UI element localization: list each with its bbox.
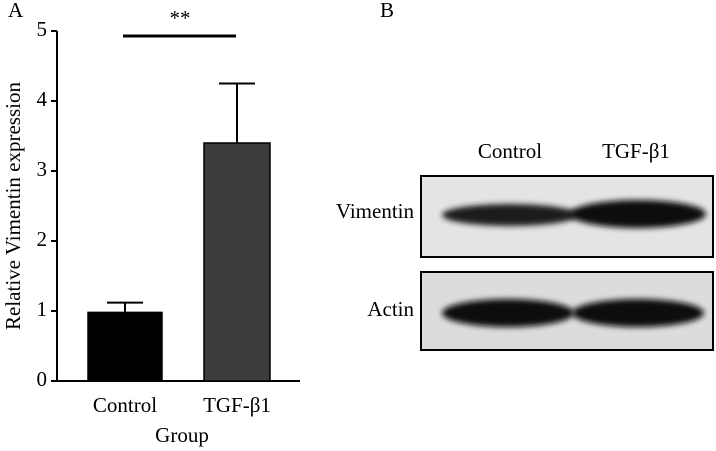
blot-column-label: Control [478, 139, 542, 163]
significance-label: ** [170, 6, 191, 30]
y-axis-title: Relative Vimentin expression [1, 82, 25, 330]
y-tick-label: 1 [37, 297, 48, 321]
y-tick-label: 2 [37, 227, 48, 251]
y-tick-label: 4 [37, 87, 48, 111]
y-tick-label: 3 [37, 157, 48, 181]
x-tick-label: TGF-β1 [203, 393, 271, 417]
blot-band [442, 204, 578, 226]
x-axis-title: Group [155, 423, 209, 447]
blot-band [570, 200, 706, 228]
x-tick-label: Control [93, 393, 157, 417]
blot-band [572, 299, 704, 327]
y-tick-label: 5 [37, 17, 48, 41]
blot-column-label: TGF-β1 [602, 139, 670, 163]
y-tick-label: 0 [37, 367, 48, 391]
blot-row-label: Actin [367, 297, 414, 321]
blot-band [442, 299, 574, 327]
panel-label: B [380, 0, 394, 22]
panel-label: A [8, 0, 24, 22]
bar [203, 142, 271, 382]
blot-row-label: Vimentin [336, 199, 415, 223]
bar [87, 311, 163, 382]
